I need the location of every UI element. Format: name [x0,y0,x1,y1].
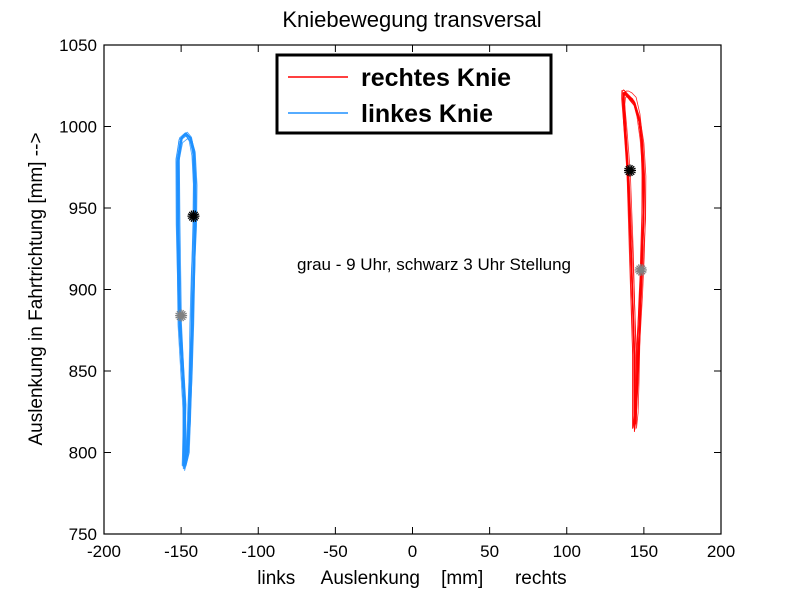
marker-rechtes-knie [623,164,636,177]
legend-label-rechtes-knie: rechtes Knie [361,64,511,92]
x-tick-label: 100 [553,542,581,561]
y-tick-label: 1050 [59,36,97,55]
x-tick-label: 150 [630,542,658,561]
marker-layer [175,164,647,322]
series-line-rechtes-knie [623,92,645,430]
x-tick-label: 50 [480,542,499,561]
marker-linkes-knie [187,210,200,223]
series-line-linkes-knie [178,132,197,466]
x-tick-label: -100 [241,542,275,561]
x-tick-label: -200 [87,542,121,561]
y-tick-label: 850 [69,362,97,381]
x-tick-label: 0 [408,542,417,561]
y-axis-label: Auslenkung in Fahrtrichtung [mm] --> [26,132,47,445]
marker-rechtes-knie [634,263,647,276]
series-layer [175,89,647,471]
series-line-rechtes-knie [621,89,644,427]
x-axis-ticks: -200 -150 -100 -50 0 50 100 150 200 [87,45,735,561]
marker-linkes-knie [175,309,188,322]
y-tick-label: 900 [69,281,97,300]
y-tick-label: 1000 [59,118,97,137]
x-tick-label: -150 [164,542,198,561]
x-tick-label: 200 [707,542,735,561]
y-axis-ticks: 750 800 850 900 950 1000 1050 [59,36,721,544]
y-tick-label: 750 [69,525,97,544]
y-tick-label: 800 [69,444,97,463]
chart-title: Kniebewegung transversal [282,7,541,32]
x-axis-label: links Auslenkung [mm] rechts [257,568,566,589]
series-line-linkes-knie [176,134,195,467]
annotation-text: grau - 9 Uhr, schwarz 3 Uhr Stellung [297,255,571,274]
legend-label-linkes-knie: linkes Knie [361,100,493,128]
legend: rechtes Knie linkes Knie [275,53,553,135]
legend-box [275,53,553,135]
x-tick-label: -50 [323,542,348,561]
y-tick-label: 950 [69,199,97,218]
